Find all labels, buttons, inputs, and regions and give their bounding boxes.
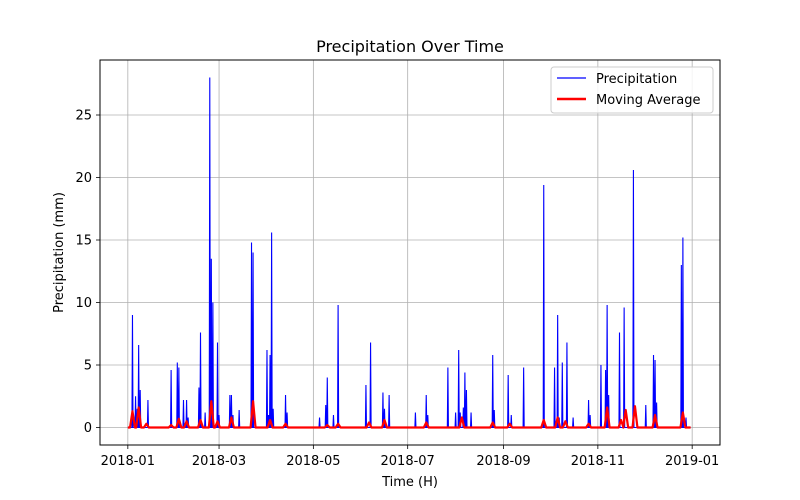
y-tick-label: 10	[75, 296, 92, 311]
legend-precipitation-label: Precipitation	[596, 72, 677, 87]
precipitation-line	[127, 77, 691, 429]
x-tick-label: 2018-11	[571, 454, 625, 469]
x-tick-label: 2018-09	[476, 454, 530, 469]
y-tick-label: 20	[75, 171, 92, 186]
legend-box	[550, 66, 714, 114]
x-tick-label: 2018-07	[381, 454, 435, 469]
x-tick-label: 2018-03	[192, 454, 246, 469]
x-axis-label: Time (H)	[381, 475, 438, 490]
moving-average-line	[127, 400, 691, 429]
y-tick-label: 5	[84, 359, 92, 374]
y-axis: 0 5 10 15 20 25	[75, 109, 100, 436]
y-tick-label: 15	[75, 234, 92, 249]
x-tick-label: 2018-01	[101, 454, 155, 469]
legend: Precipitation Moving Average	[550, 66, 714, 114]
series-layer	[127, 77, 691, 429]
y-tick-label: 25	[75, 109, 92, 124]
plot-frame	[99, 59, 721, 446]
y-tick-label: 0	[84, 421, 92, 436]
y-axis-label: Precipitation (mm)	[52, 192, 67, 313]
chart-title: Precipitation Over Time	[316, 37, 504, 56]
x-tick-label: 2019-01	[665, 454, 719, 469]
x-axis: 2018-01 2018-03 2018-05 2018-07 2018-09 2018-…	[101, 445, 719, 469]
legend-moving-average-label: Moving Average	[596, 93, 700, 108]
x-tick-label: 2018-05	[286, 454, 340, 469]
